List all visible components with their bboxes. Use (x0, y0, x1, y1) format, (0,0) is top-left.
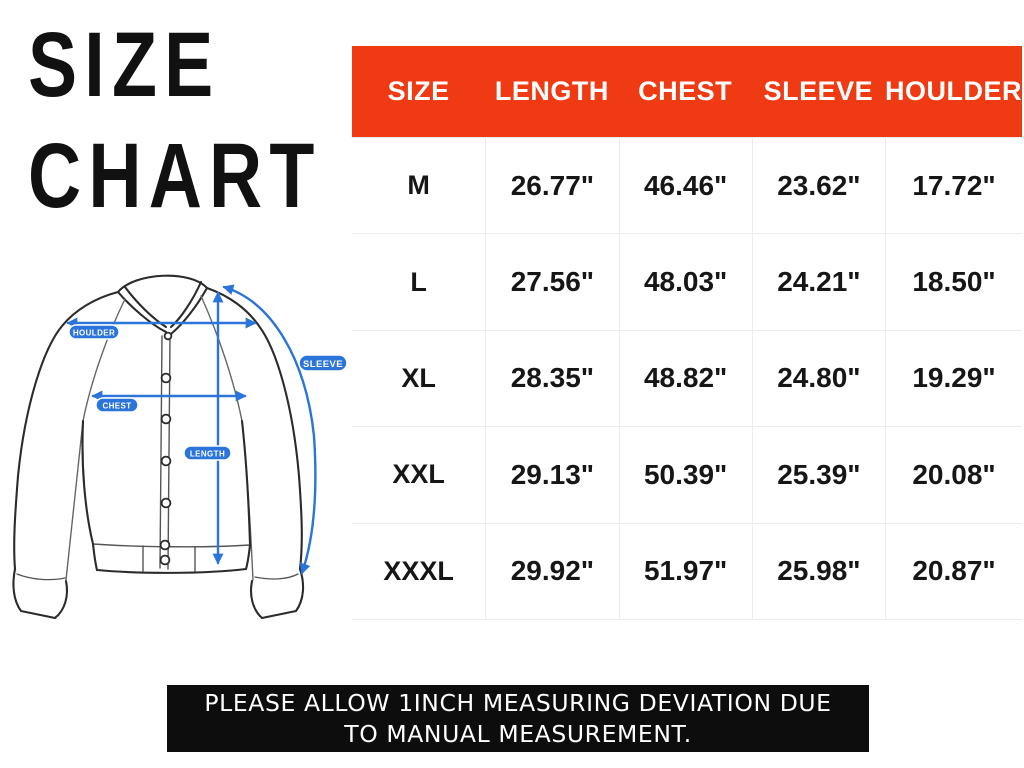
disclaimer-line2: TO MANUAL MEASUREMENT. (344, 719, 692, 748)
table-cell-value: 25.39" (751, 426, 885, 523)
table-cell-value: 48.03" (618, 233, 752, 330)
page-title: SIZE CHART (28, 10, 322, 232)
table-cell-value: 50.39" (618, 426, 752, 523)
sleeve-label: SLEEVE (298, 354, 348, 372)
table-cell-value: 24.21" (751, 233, 885, 330)
measurement-arrows (66, 284, 317, 575)
table-cell-value: 17.72" (885, 137, 1022, 234)
measurement-disclaimer: PLEASE ALLOW 1INCH MEASURING DEVIATION D… (167, 685, 869, 752)
svg-text:LENGTH: LENGTH (190, 450, 225, 459)
table-cell-size: XL (352, 329, 486, 427)
shoulder-label: HOULDER (68, 324, 120, 340)
table-cell-value: 28.35" (485, 329, 619, 427)
table-cell-value: 18.50" (885, 233, 1022, 330)
table-cell-value: 19.29" (885, 329, 1022, 427)
table-cell-size: XXL (352, 426, 486, 523)
table-cell-value: 48.82" (618, 329, 752, 427)
table-header-shoulder: HOULDER (885, 46, 1022, 137)
page-title-line2: CHART (28, 125, 322, 227)
length-label: LENGTH (183, 445, 232, 461)
chest-label: CHEST (95, 397, 139, 413)
svg-text:CHEST: CHEST (102, 402, 131, 411)
size-table: SIZE LENGTH CHEST SLEEVE HOULDER M 26.77… (352, 46, 1022, 620)
table-header-length: LENGTH (485, 46, 619, 137)
table-cell-value: 26.77" (485, 137, 619, 234)
disclaimer-line1: PLEASE ALLOW 1INCH MEASURING DEVIATION D… (204, 688, 832, 717)
table-cell-value: 46.46" (618, 137, 752, 234)
table-cell-size: M (352, 137, 486, 234)
jacket-outline (12, 274, 305, 620)
table-cell-size: XXXL (352, 522, 486, 619)
sleeve-measure-arrow (222, 284, 317, 575)
table-cell-value: 51.97" (618, 522, 752, 619)
jacket-diagram: HOULDER CHEST LENGTH SLEEVE (12, 274, 348, 620)
measurement-labels: HOULDER CHEST LENGTH SLEEVE (68, 324, 348, 461)
table-cell-value: 20.08" (885, 426, 1022, 523)
table-header-size: SIZE (352, 46, 486, 137)
table-cell-size: L (352, 233, 486, 330)
table-header-sleeve: SLEEVE (751, 46, 885, 137)
table-cell-value: 29.92" (485, 522, 619, 619)
table-cell-value: 27.56" (485, 233, 619, 330)
table-cell-value: 29.13" (485, 426, 619, 523)
page-title-line1: SIZE (28, 14, 221, 116)
table-cell-value: 24.80" (751, 329, 885, 427)
jacket-buttons (159, 331, 173, 566)
table-header-chest: CHEST (618, 46, 752, 137)
table-cell-value: 23.62" (751, 137, 885, 234)
table-cell-value: 25.98" (751, 522, 885, 619)
svg-text:HOULDER: HOULDER (73, 329, 115, 338)
svg-text:SLEEVE: SLEEVE (303, 359, 343, 370)
table-cell-value: 20.87" (885, 522, 1022, 619)
